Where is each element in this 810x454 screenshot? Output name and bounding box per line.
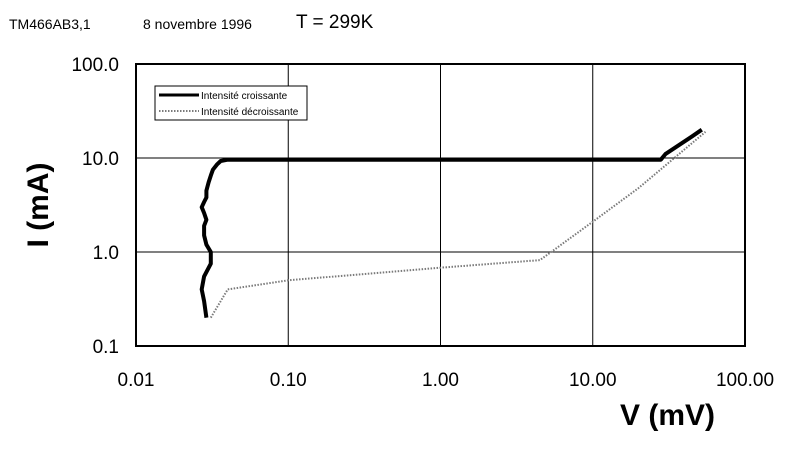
y-axis-label: I (mA) [22,163,55,248]
legend: Intensité croissante Intensité décroissan… [154,85,308,121]
x-tick-labels: 0.01 0.10 1.00 10.00 100.00 [118,370,775,391]
legend-box [154,85,308,121]
series-line-increasing [199,128,703,318]
x-tick-label: 1.00 [422,370,459,391]
y-tick-label: 100.0 [71,55,119,76]
y-tick-labels: 0.1 1.0 10.0 100.0 [71,55,119,358]
series-line-decreasing [209,131,707,319]
x-tick-label: 0.10 [270,370,307,391]
x-tick-label: 100.00 [716,370,774,391]
measurement-date: 8 novembre 1996 [143,16,252,32]
x-tick-label: 0.01 [118,370,155,391]
y-tick-label: 10.0 [82,149,119,170]
x-tick-label: 10.00 [569,370,617,391]
y-tick-label: 0.1 [93,337,119,358]
x-axis-label: V (mV) [620,399,715,432]
temperature-label: T = 299K [296,12,374,33]
y-tick-label: 1.0 [93,243,119,264]
series-layer [199,128,707,319]
legend-label: Intensité décroissante [201,107,299,118]
legend-label: Intensité croissante [201,91,288,102]
sample-id: TM466AB3,1 [9,16,91,32]
